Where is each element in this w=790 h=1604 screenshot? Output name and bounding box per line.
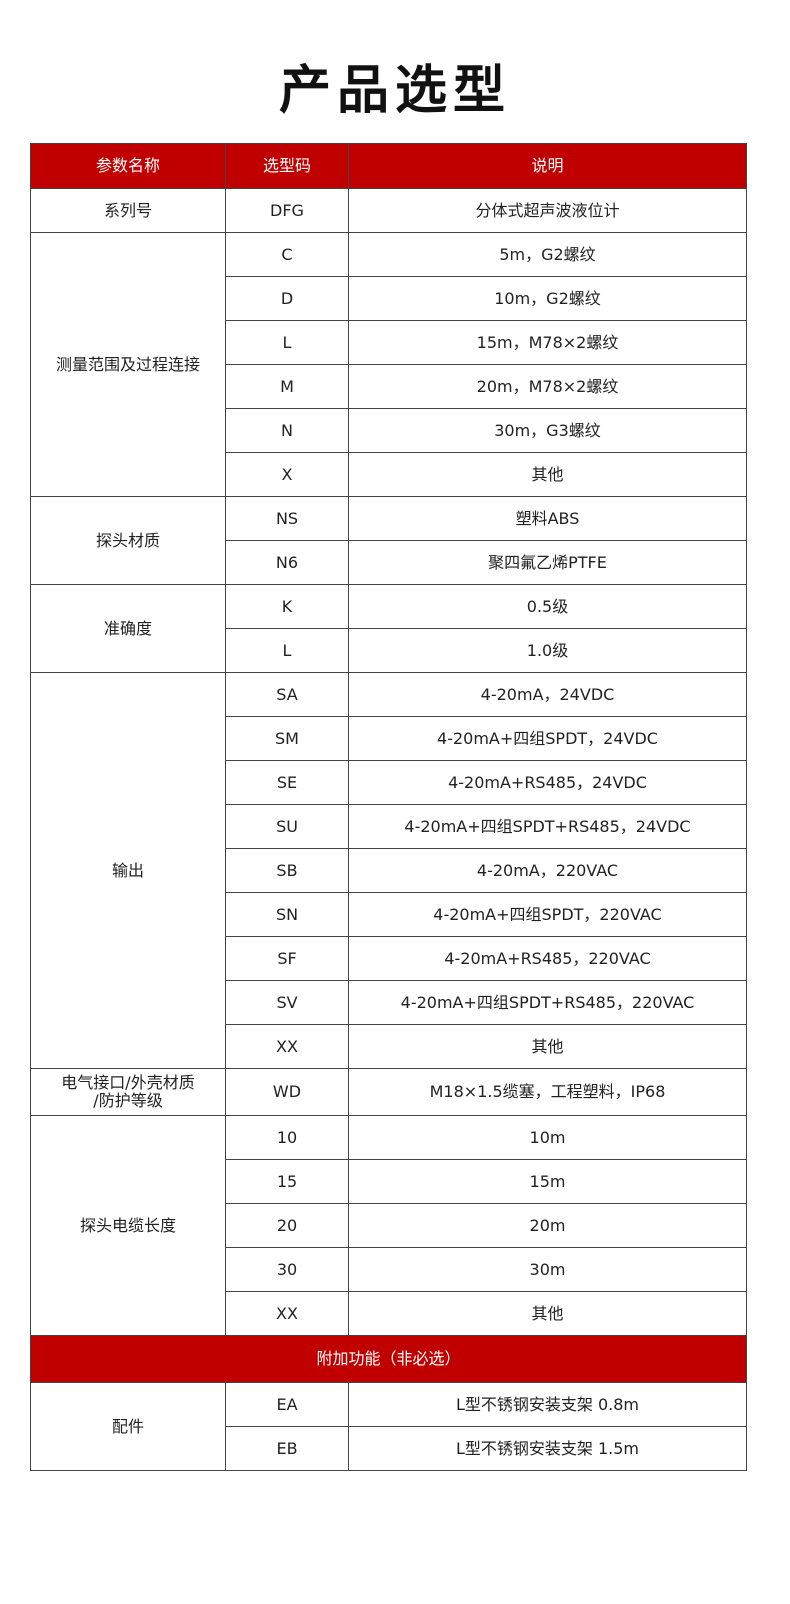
table-row: 探头电缆长度 10 10m — [30, 1115, 747, 1336]
description-cell: 15m，M78×2螺纹 — [348, 320, 747, 365]
code-cell: EA — [225, 1382, 349, 1427]
table-row: 配件 EA L型不锈钢安装支架 0.8m — [30, 1382, 747, 1471]
description-cell: 15m — [348, 1159, 747, 1204]
table-row: L 1.0级 — [31, 628, 747, 673]
description-cell: 4-20mA，220VAC — [348, 848, 747, 893]
code-cell: SF — [225, 936, 349, 981]
description-cell: 4-20mA+四组SPDT，220VAC — [348, 892, 747, 937]
table-row: 电气接口/外壳材质 /防护等级 WD M18×1.5缆塞，工程塑料，IP68 — [30, 1068, 747, 1116]
header-param-name: 参数名称 — [30, 143, 226, 189]
description-cell: 聚四氟乙烯PTFE — [348, 540, 747, 585]
table-row: SF 4-20mA+RS485，220VAC — [31, 936, 747, 981]
header-description: 说明 — [348, 143, 747, 189]
code-cell: SA — [225, 672, 349, 717]
param-name: 准确度 — [30, 584, 226, 673]
code-cell: XX — [225, 1024, 349, 1069]
code-cell: L — [225, 320, 349, 365]
code-cell: SU — [225, 804, 349, 849]
table-row: SV 4-20mA+四组SPDT+RS485，220VAC — [31, 980, 747, 1025]
table-row: 输出 SA 4-20mA，24VDC — [30, 672, 747, 1069]
table-row: D 10m，G2螺纹 — [31, 276, 747, 321]
table-row: SM 4-20mA+四组SPDT，24VDC — [31, 716, 747, 761]
code-cell: DFG — [225, 188, 349, 233]
table-row: 30 30m — [31, 1247, 747, 1292]
table-row: EB L型不锈钢安装支架 1.5m — [31, 1426, 747, 1471]
description-cell: 4-20mA+RS485，220VAC — [348, 936, 747, 981]
code-cell: N6 — [225, 540, 349, 585]
code-cell: SV — [225, 980, 349, 1025]
param-name: 输出 — [30, 672, 226, 1069]
description-cell: 4-20mA+RS485，24VDC — [348, 760, 747, 805]
description-cell: 其他 — [348, 452, 747, 497]
code-cell: NS — [225, 496, 349, 541]
code-cell: N — [225, 408, 349, 453]
table-row: 15 15m — [31, 1159, 747, 1204]
description-cell: 20m — [348, 1203, 747, 1248]
description-cell: 其他 — [348, 1024, 747, 1069]
section-title: 附加功能（非必选） — [30, 1335, 747, 1383]
param-name: 探头电缆长度 — [30, 1115, 226, 1336]
description-cell: 10m — [348, 1115, 747, 1160]
param-name: 配件 — [30, 1382, 226, 1471]
table-row: XX 其他 — [31, 1024, 747, 1069]
code-cell: 20 — [225, 1203, 349, 1248]
code-cell: SB — [225, 848, 349, 893]
description-cell: 20m，M78×2螺纹 — [348, 364, 747, 409]
param-name: 测量范围及过程连接 — [30, 232, 226, 497]
description-cell: L型不锈钢安装支架 0.8m — [348, 1382, 747, 1427]
table-row: 探头材质 NS 塑料ABS — [30, 496, 747, 585]
code-cell: M — [225, 364, 349, 409]
table-row: 准确度 K 0.5级 — [30, 584, 747, 673]
description-cell: 塑料ABS — [348, 496, 747, 541]
description-cell: 其他 — [348, 1291, 747, 1336]
table-row: M 20m，M78×2螺纹 — [31, 364, 747, 409]
code-cell: SN — [225, 892, 349, 937]
code-cell: EB — [225, 1426, 349, 1471]
code-cell: 10 — [225, 1115, 349, 1160]
code-cell: 30 — [225, 1247, 349, 1292]
code-cell: C — [225, 232, 349, 277]
param-name: 系列号 — [30, 188, 226, 233]
table-row: 系列号 DFG 分体式超声波液位计 — [30, 188, 747, 233]
description-cell: L型不锈钢安装支架 1.5m — [348, 1426, 747, 1471]
code-cell: 15 — [225, 1159, 349, 1204]
description-cell: 4-20mA+四组SPDT+RS485，24VDC — [348, 804, 747, 849]
code-cell: XX — [225, 1291, 349, 1336]
description-cell: 30m，G3螺纹 — [348, 408, 747, 453]
code-cell: K — [225, 584, 349, 629]
page-title: 产品选型 — [278, 61, 511, 121]
description-cell: 4-20mA+四组SPDT+RS485，220VAC — [348, 980, 747, 1025]
description-cell: 30m — [348, 1247, 747, 1292]
description-cell: 10m，G2螺纹 — [348, 276, 747, 321]
description-cell: 0.5级 — [348, 584, 747, 629]
description-cell: 分体式超声波液位计 — [348, 188, 747, 233]
description-cell: 4-20mA，24VDC — [348, 672, 747, 717]
table-row: N6 聚四氟乙烯PTFE — [31, 540, 747, 585]
description-cell: 5m，G2螺纹 — [348, 232, 747, 277]
table-row: SN 4-20mA+四组SPDT，220VAC — [31, 892, 747, 937]
code-cell: WD — [225, 1068, 349, 1116]
code-cell: X — [225, 452, 349, 497]
table-row: SE 4-20mA+RS485，24VDC — [31, 760, 747, 805]
table-row: SB 4-20mA，220VAC — [31, 848, 747, 893]
description-cell: M18×1.5缆塞，工程塑料，IP68 — [348, 1068, 747, 1116]
selection-table: 参数名称 选型码 说明 系列号 DFG 分体式超声波液位计 测量范围及过程连接 C 5m，… — [30, 143, 747, 1471]
description-cell: 4-20mA+四组SPDT，24VDC — [348, 716, 747, 761]
table-header: 参数名称 选型码 说明 — [30, 143, 747, 189]
code-cell: SM — [225, 716, 349, 761]
param-name: 探头材质 — [30, 496, 226, 585]
description-cell: 1.0级 — [348, 628, 747, 673]
table-row: X 其他 — [31, 452, 747, 497]
table-row: 测量范围及过程连接 C 5m，G2螺纹 — [30, 232, 747, 497]
section-header: 附加功能（非必选） — [30, 1335, 747, 1383]
code-cell: L — [225, 628, 349, 673]
code-cell: D — [225, 276, 349, 321]
header-code: 选型码 — [225, 143, 349, 189]
param-name: 电气接口/外壳材质 /防护等级 — [30, 1068, 226, 1116]
table-row: XX 其他 — [31, 1291, 747, 1336]
table-row: N 30m，G3螺纹 — [31, 408, 747, 453]
code-cell: SE — [225, 760, 349, 805]
